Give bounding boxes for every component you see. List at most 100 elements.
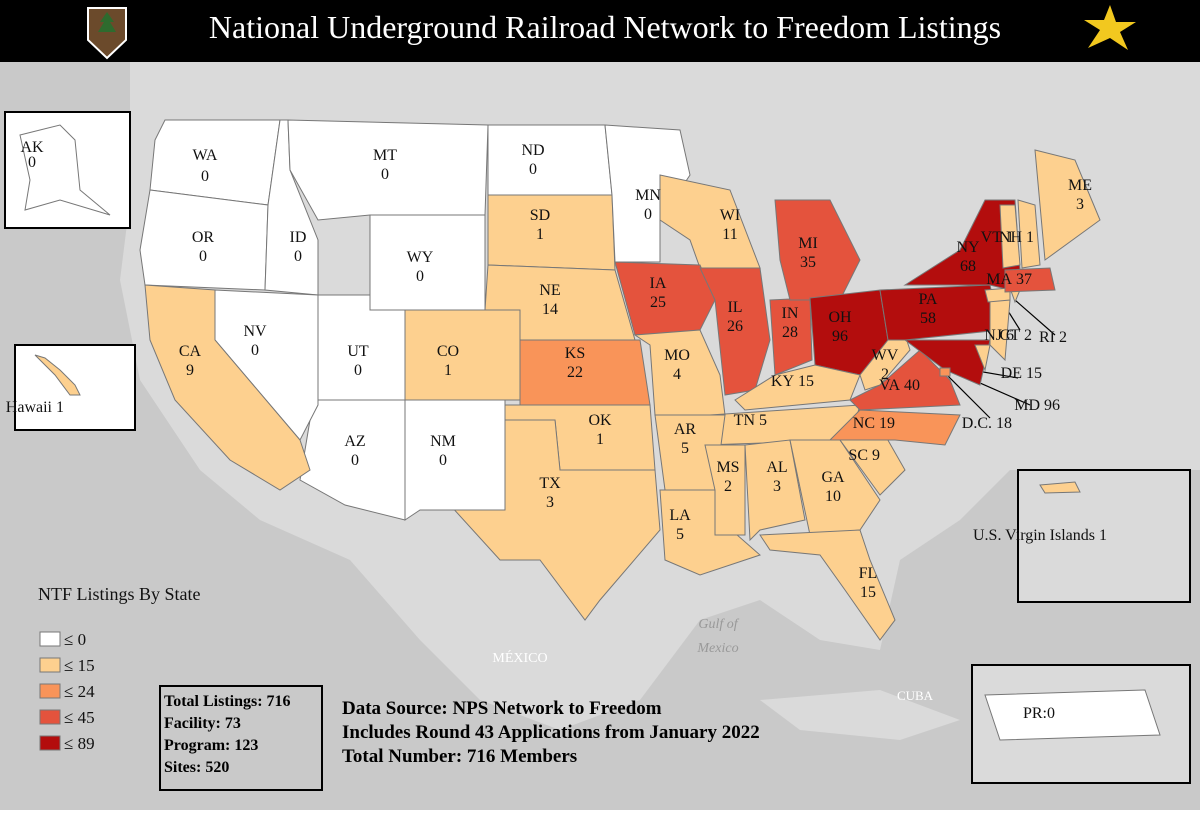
state-value: 35 bbox=[800, 254, 816, 271]
state-label: WY 0 bbox=[407, 249, 434, 285]
legend-label: ≤ 24 bbox=[64, 682, 95, 701]
state-value: 58 bbox=[920, 310, 936, 327]
state-value: 0 bbox=[416, 268, 424, 285]
state-value: 28 bbox=[782, 324, 798, 341]
state-abbr: NH bbox=[999, 229, 1023, 246]
leader-line bbox=[945, 373, 991, 419]
legend-title: NTF Listings By State bbox=[38, 584, 201, 604]
state-label: NV 0 bbox=[243, 323, 267, 359]
state-value: 37 bbox=[1016, 271, 1032, 288]
state-label: MO 4 bbox=[664, 347, 690, 383]
state-label: NC 19 bbox=[853, 415, 895, 432]
state-abbr: NJ bbox=[984, 327, 1002, 344]
state-label: TN 5 bbox=[734, 412, 767, 429]
state-value: 22 bbox=[567, 364, 583, 381]
state-value: 1 bbox=[444, 362, 452, 379]
state-label: PA 58 bbox=[919, 291, 938, 327]
state-label: D.C. 18 bbox=[962, 415, 1012, 432]
state-abbr: FL bbox=[859, 565, 878, 582]
state-label: TX 3 bbox=[539, 475, 561, 511]
state-shape bbox=[879, 284, 1001, 341]
state-value: 3 bbox=[773, 478, 781, 495]
state-value: 0 bbox=[354, 362, 362, 379]
state-label: FL 15 bbox=[859, 565, 878, 601]
state-abbr: WA bbox=[193, 147, 218, 164]
source-line: Includes Round 43 Applications from Janu… bbox=[342, 722, 760, 743]
state-label: OR 0 bbox=[192, 229, 215, 265]
state-label: CT 2 bbox=[1000, 327, 1032, 344]
state-value: 9 bbox=[186, 362, 194, 379]
state-label: KY 15 bbox=[771, 373, 814, 390]
state-shape bbox=[1017, 199, 1041, 269]
state-value: 96 bbox=[1044, 397, 1060, 414]
state-shape bbox=[828, 409, 961, 446]
state-shape bbox=[19, 124, 111, 216]
state-label: WI 11 bbox=[720, 207, 740, 243]
state-label: NE 14 bbox=[539, 282, 560, 318]
summary-line: Total Listings: 716 bbox=[164, 693, 291, 710]
title: National Underground Railroad Network to… bbox=[209, 9, 1001, 45]
state-value: 0 bbox=[439, 452, 447, 469]
state-shape bbox=[404, 399, 506, 521]
state-value: 0 bbox=[251, 342, 259, 359]
state-shape bbox=[404, 309, 521, 401]
legend-label: ≤ 15 bbox=[64, 656, 95, 675]
summary-line: Program: 123 bbox=[164, 737, 258, 754]
state-abbr: MN bbox=[635, 187, 661, 204]
state-label: GA 10 bbox=[821, 469, 845, 505]
state-abbr: UT bbox=[347, 343, 369, 360]
summary-line: Facility: 73 bbox=[164, 715, 241, 732]
state-label: MT 0 bbox=[373, 147, 397, 183]
state-value: 0 bbox=[199, 248, 207, 265]
state-value: 15 bbox=[860, 584, 876, 601]
basemap-label: MÉXICO bbox=[492, 649, 547, 666]
state-shape bbox=[759, 529, 896, 641]
state-label: NY 68 bbox=[956, 239, 980, 275]
state-label: CA 9 bbox=[179, 343, 202, 379]
state-abbr: LA bbox=[669, 507, 691, 524]
state-value: 2 bbox=[1059, 329, 1067, 346]
state-value: 1 bbox=[596, 431, 604, 448]
state-abbr: ME bbox=[1068, 177, 1092, 194]
state-shape bbox=[999, 204, 1021, 269]
state-value: 2 bbox=[881, 366, 889, 383]
header-bar bbox=[0, 0, 1200, 62]
state-abbr: NC bbox=[853, 415, 875, 432]
state-value: 2 bbox=[1024, 327, 1032, 344]
state-abbr: WY bbox=[407, 249, 434, 266]
state-label: LA 5 bbox=[669, 507, 691, 543]
state-label: OH 96 bbox=[828, 309, 852, 345]
state-shape bbox=[1039, 481, 1081, 494]
state-label: AZ 0 bbox=[344, 433, 365, 469]
state-abbr: Hawaii bbox=[6, 399, 53, 416]
state-abbr: MD bbox=[1014, 397, 1040, 414]
state-abbr: NM bbox=[430, 433, 456, 450]
state-abbr: IN bbox=[782, 305, 799, 322]
state-value: 19 bbox=[879, 415, 895, 432]
state-value: 6 bbox=[1006, 327, 1014, 344]
summary-line: Sites: 520 bbox=[164, 759, 229, 776]
legend-label: ≤ 45 bbox=[64, 708, 95, 727]
state-shape bbox=[1004, 267, 1056, 293]
state-value: 2 bbox=[724, 478, 732, 495]
state-shape bbox=[487, 194, 616, 271]
state-shape bbox=[939, 367, 951, 377]
state-value: 5 bbox=[676, 526, 684, 543]
state-label: VT 1 bbox=[981, 229, 1014, 246]
state-label: MI 35 bbox=[798, 235, 818, 271]
source-line: Data Source: NPS Network to Freedom bbox=[342, 698, 662, 719]
state-abbr: IA bbox=[650, 275, 667, 292]
legend-swatch bbox=[39, 735, 61, 751]
state-shape bbox=[1034, 149, 1101, 261]
state-value: 0 bbox=[28, 154, 36, 171]
state-label: RI 2 bbox=[1039, 329, 1067, 346]
state-abbr: VA bbox=[879, 377, 900, 394]
state-label: MN 0 bbox=[635, 187, 661, 223]
state-label: OK 1 bbox=[588, 412, 612, 448]
state-value: 9 bbox=[872, 447, 880, 464]
state-abbr: AZ bbox=[344, 433, 365, 450]
legend-swatch bbox=[39, 683, 61, 699]
state-abbr: NY bbox=[956, 239, 980, 256]
legend-swatch bbox=[39, 709, 61, 725]
state-label: Hawaii 1 bbox=[6, 399, 64, 416]
